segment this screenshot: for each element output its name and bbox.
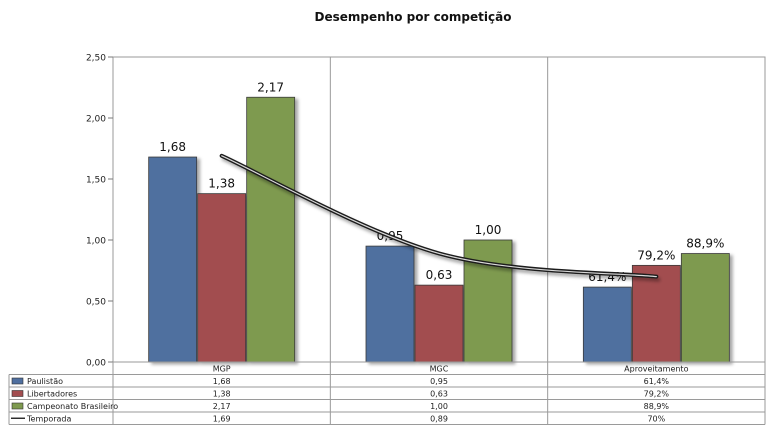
legend-swatch [11,390,24,397]
y-tick-label: 0,00 [86,359,106,369]
y-tick-label: 2,00 [86,115,106,125]
data-label: 79,2% [637,248,675,262]
legend-label: Paulistão [27,377,63,386]
bar [246,96,296,363]
table-cell: 1,69 [213,415,231,424]
category-label: MGC [430,365,449,374]
legend-swatch [11,402,24,410]
table-cell: 88,9% [644,402,670,411]
data-label: 1,68 [159,140,186,154]
table-cell: 79,2% [644,390,670,399]
bar [582,286,632,363]
series-line-highlight [221,155,657,278]
legend-label: Campeonato Brasileiro [27,402,118,411]
bar [631,264,681,363]
data-label: 1,00 [475,223,502,237]
table-cell: 2,17 [213,402,231,411]
bar [197,193,247,363]
table-cell: 1,68 [213,377,231,386]
bar [365,245,415,363]
y-tick-label: 1,50 [86,176,106,186]
table-cell: 70% [647,415,665,424]
bar [680,253,730,363]
table-cell: 61,4% [644,377,670,386]
category-label: MGP [213,365,231,374]
y-tick-label: 2,50 [86,54,106,64]
legend-label: Libertadores [27,390,77,399]
bar [148,156,198,363]
data-label: 1,38 [208,177,235,191]
legend-label: Temporada [26,415,71,424]
table-cell: 1,38 [213,390,231,399]
data-label: 2,17 [257,80,284,94]
data-label: 88,9% [686,237,724,251]
data-label: 0,63 [426,268,453,282]
table-cell: 1,00 [430,402,448,411]
y-tick-label: 0,50 [86,298,106,308]
bar [414,284,464,363]
bar [463,239,513,363]
category-label: Aproveitamento [624,365,688,374]
table-cell: 0,89 [430,415,448,424]
chart-title: Desempenho por competição [315,10,512,24]
plot-area: 0,000,501,001,502,002,501,681,382,170,95… [86,54,766,369]
legend-swatch [11,377,24,385]
y-tick-label: 1,00 [86,237,106,247]
data-table: MGP MGC Aproveitamento Paulistão 1,68 0,95 61,… [8,361,766,425]
table-cell: 0,63 [430,390,448,399]
table-cell: 0,95 [430,377,448,386]
